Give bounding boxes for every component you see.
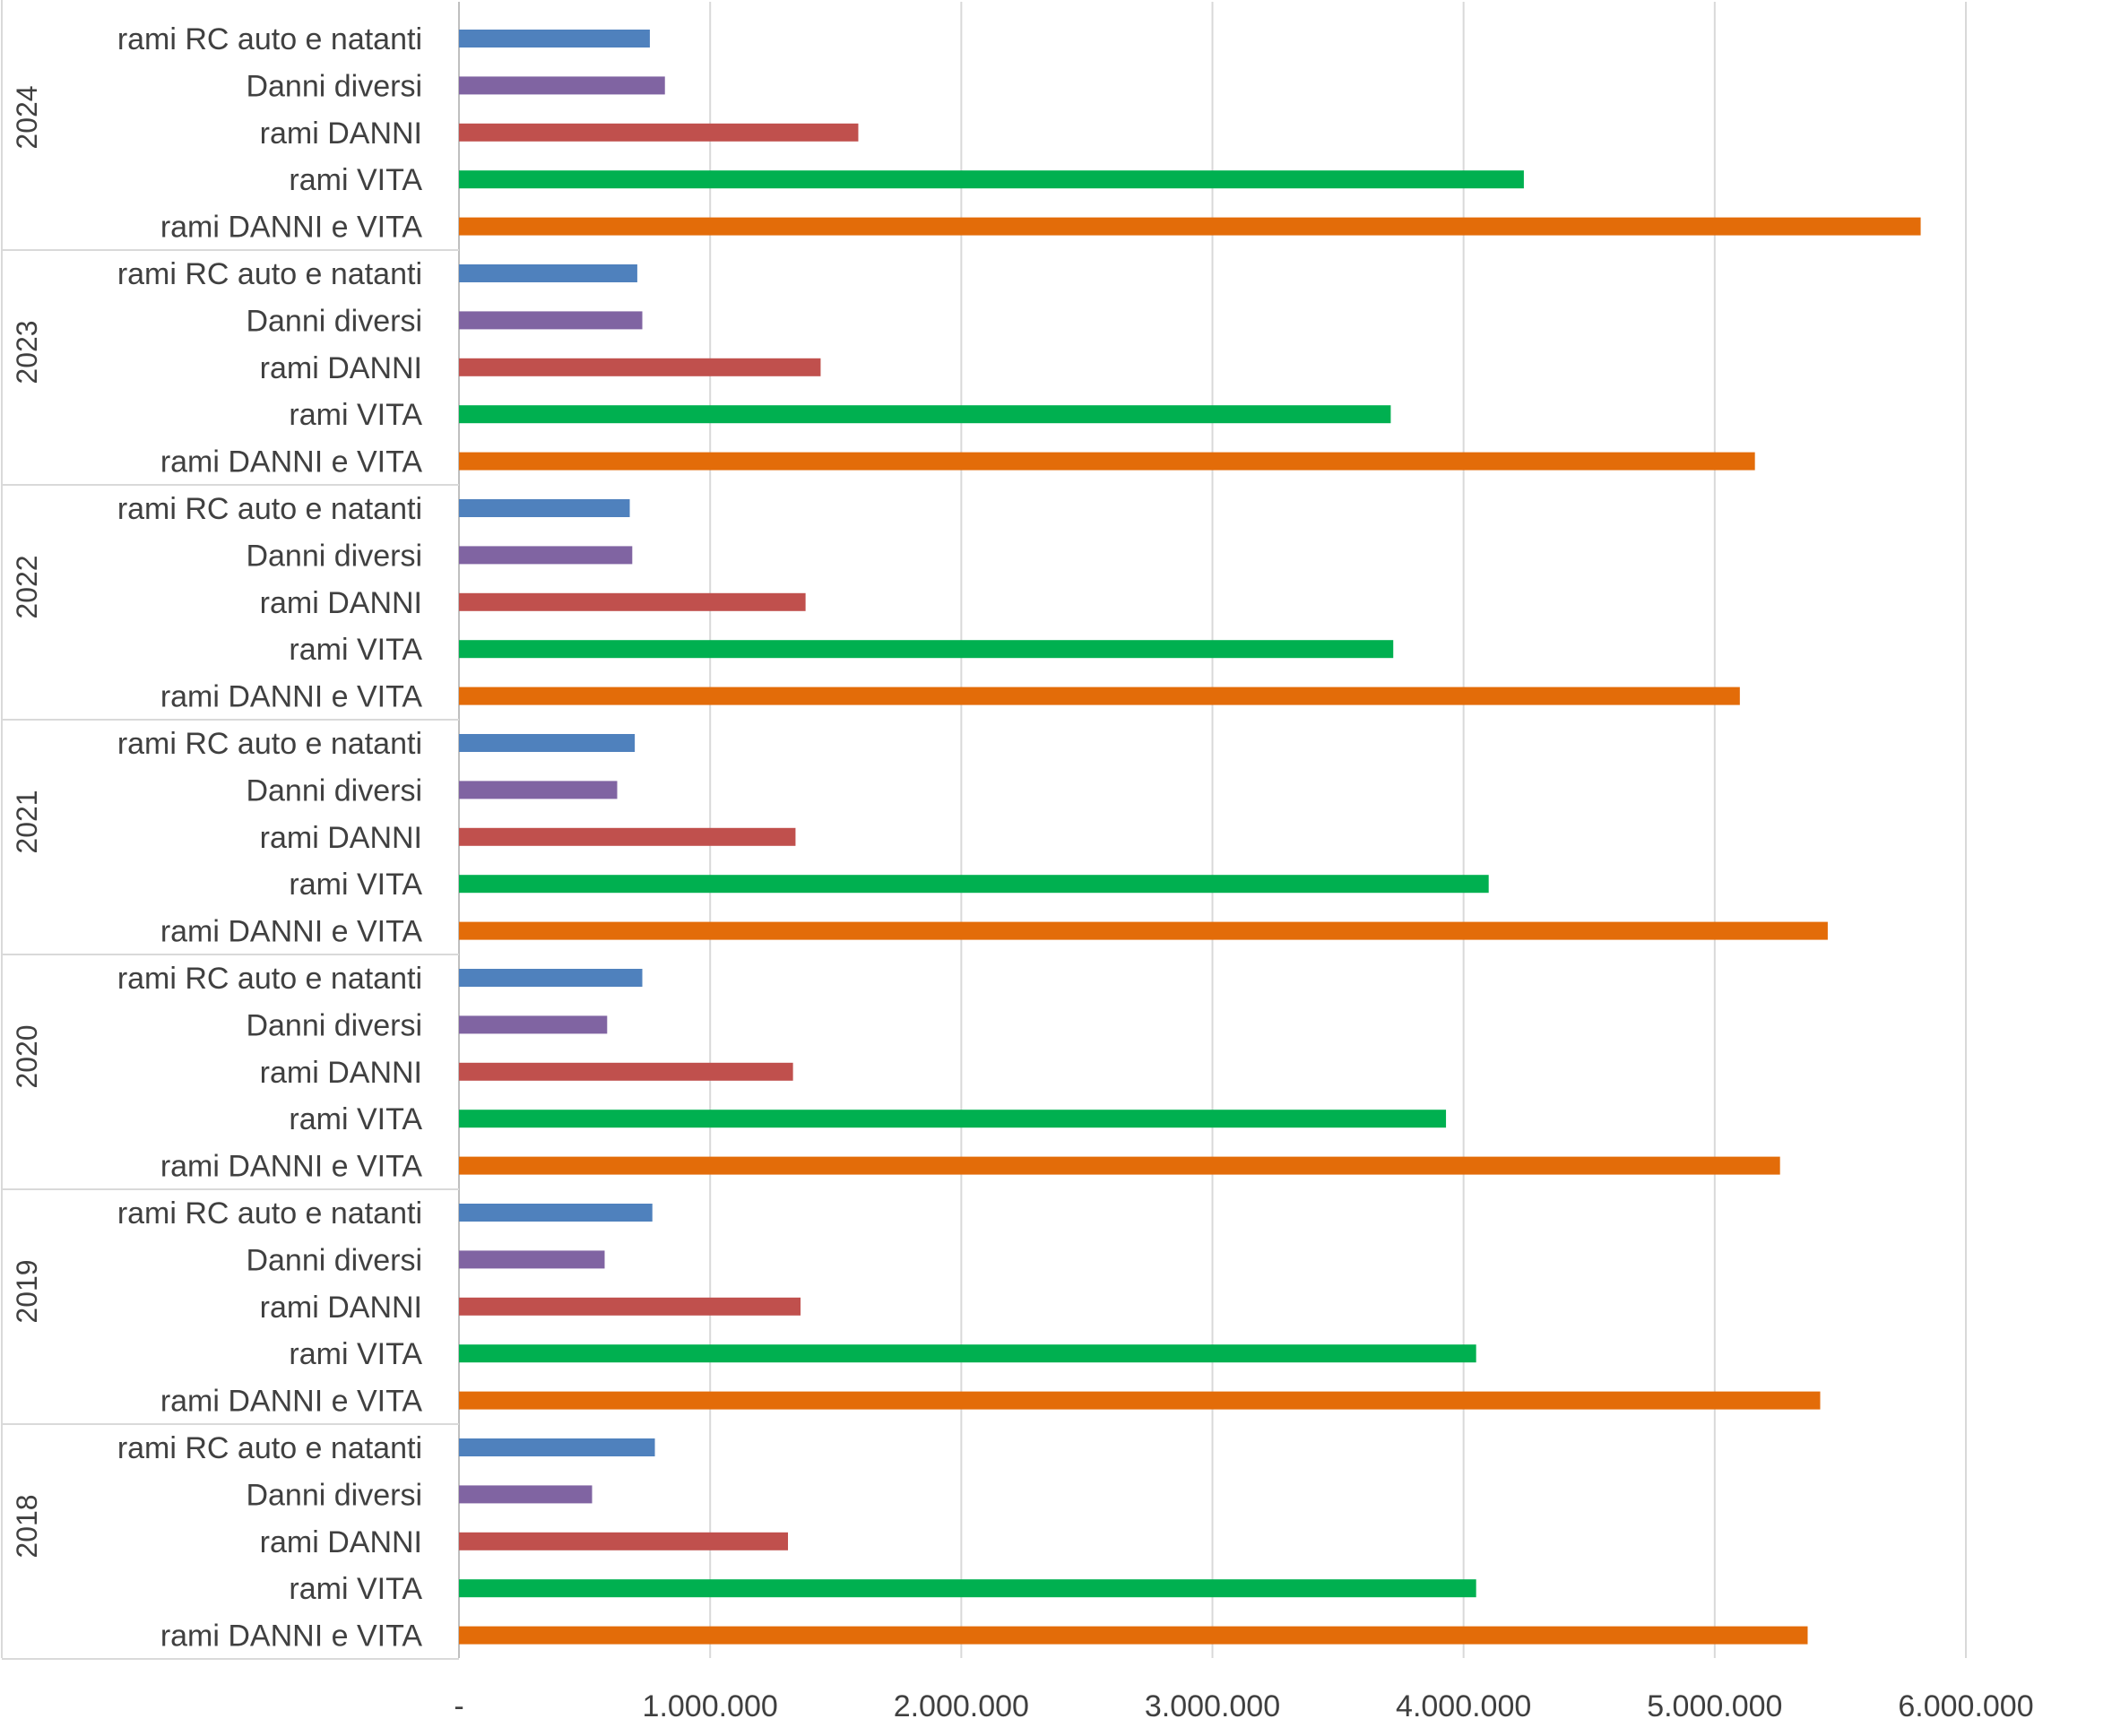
bar-2021-rami-vita — [459, 875, 1489, 894]
category-label-rami-danni-e-vita: rami DANNI e VITA — [160, 1150, 423, 1184]
bar-2018-rami-danni-e-vita — [459, 1626, 1808, 1645]
category-label-rami-vita: rami VITA — [289, 398, 422, 432]
group-label-2020: 2020 — [11, 1024, 43, 1088]
bar-2019-rami-danni-e-vita — [459, 1391, 1821, 1410]
category-label-rami-danni-e-vita: rami DANNI e VITA — [160, 1619, 423, 1654]
category-label-rami-danni: rami DANNI — [260, 1525, 422, 1559]
group-label-2022: 2022 — [11, 555, 43, 618]
category-label-rami-vita: rami VITA — [289, 633, 422, 667]
bar-2019-rami-vita — [459, 1344, 1476, 1363]
category-label-danni-diversi: Danni diversi — [246, 1478, 422, 1512]
group-label-2019: 2019 — [11, 1259, 43, 1323]
bar-2018-danni-diversi — [459, 1485, 593, 1504]
category-label-danni-diversi: Danni diversi — [246, 304, 422, 338]
group-labels: 2024 2023 2022 2021 2020 2019 2018 — [11, 85, 43, 1558]
category-label-rami-rc-auto-e-natanti: rami RC auto e natanti — [117, 492, 422, 526]
category-label-rami-rc-auto-e-natanti: rami RC auto e natanti — [117, 727, 422, 761]
category-label-rami-danni: rami DANNI — [260, 821, 422, 855]
category-label-rami-vita: rami VITA — [289, 163, 422, 197]
bar-2018-rami-rc-auto-e-natanti — [459, 1438, 655, 1456]
bar-2020-danni-diversi — [459, 1015, 608, 1034]
category-label-danni-diversi: Danni diversi — [246, 69, 422, 103]
category-label-rami-vita: rami VITA — [289, 1337, 422, 1371]
category-label-rami-danni: rami DANNI — [260, 351, 422, 385]
bar-2022-rami-vita — [459, 640, 1394, 659]
x-tick-label: 2.000.000 — [894, 1689, 1029, 1723]
bar-2024-rami-vita — [459, 170, 1524, 189]
bar-2024-danni-diversi — [459, 76, 665, 95]
bar-2023-danni-diversi — [459, 311, 643, 330]
category-label-rami-danni-e-vita: rami DANNI e VITA — [160, 680, 423, 714]
category-label-rami-danni-e-vita: rami DANNI e VITA — [160, 915, 423, 949]
category-label-rami-danni-e-vita: rami DANNI e VITA — [160, 1385, 423, 1419]
bar-2023-rami-vita — [459, 405, 1391, 424]
group-label-2018: 2018 — [11, 1494, 43, 1558]
category-label-danni-diversi: Danni diversi — [246, 773, 422, 808]
bar-2020-rami-danni — [459, 1062, 793, 1081]
category-label-rami-danni-e-vita: rami DANNI e VITA — [160, 211, 423, 245]
bar-2022-rami-rc-auto-e-natanti — [459, 499, 630, 517]
tick-labels: - 1.000.000 2.000.000 3.000.000 4.000.000 5.0… — [454, 1689, 2033, 1723]
bar-2019-rami-rc-auto-e-natanti — [459, 1204, 653, 1222]
bar-2022-rami-danni — [459, 592, 806, 611]
bar-2022-danni-diversi — [459, 546, 633, 565]
bar-2021-rami-danni — [459, 827, 796, 846]
bar-2018-rami-vita — [459, 1579, 1476, 1598]
category-label-rami-danni: rami DANNI — [260, 586, 422, 620]
category-labels: rami RC auto e natanti Danni diversi rami … — [117, 22, 422, 1654]
x-tick-label: 4.000.000 — [1396, 1689, 1531, 1723]
category-label-rami-rc-auto-e-natanti: rami RC auto e natanti — [117, 257, 422, 291]
x-tick-label: 6.000.000 — [1898, 1689, 2033, 1723]
category-label-danni-diversi: Danni diversi — [246, 1243, 422, 1277]
group-label-2021: 2021 — [11, 790, 43, 853]
bar-2020-rami-rc-auto-e-natanti — [459, 969, 643, 987]
bar-2021-rami-danni-e-vita — [459, 921, 1828, 940]
bar-2020-rami-vita — [459, 1110, 1447, 1128]
category-label-rami-rc-auto-e-natanti: rami RC auto e natanti — [117, 22, 422, 56]
bar-2022-rami-danni-e-vita — [459, 687, 1740, 705]
bar-2024-rami-danni-e-vita — [459, 217, 1921, 236]
bar-2019-rami-danni — [459, 1297, 801, 1316]
bar-2020-rami-danni-e-vita — [459, 1156, 1780, 1175]
x-tick-label: 3.000.000 — [1145, 1689, 1280, 1723]
category-label-rami-danni: rami DANNI — [260, 117, 422, 151]
category-label-rami-vita: rami VITA — [289, 868, 422, 902]
category-label-danni-diversi: Danni diversi — [246, 539, 422, 573]
x-tick-label: - — [454, 1689, 463, 1723]
bar-2021-rami-rc-auto-e-natanti — [459, 734, 636, 752]
bar-2019-danni-diversi — [459, 1250, 605, 1269]
category-label-rami-danni-e-vita: rami DANNI e VITA — [160, 445, 423, 479]
category-label-rami-rc-auto-e-natanti: rami RC auto e natanti — [117, 1431, 422, 1465]
category-label-rami-vita: rami VITA — [289, 1572, 422, 1606]
bar-2018-rami-danni — [459, 1532, 789, 1550]
x-tick-label: 5.000.000 — [1647, 1689, 1782, 1723]
category-label-rami-danni: rami DANNI — [260, 1056, 422, 1090]
group-dividers — [1, 0, 459, 1660]
category-label-rami-rc-auto-e-natanti: rami RC auto e natanti — [117, 962, 422, 996]
category-label-rami-vita: rami VITA — [289, 1102, 422, 1136]
category-label-rami-rc-auto-e-natanti: rami RC auto e natanti — [117, 1196, 422, 1231]
category-label-rami-danni: rami DANNI — [260, 1291, 422, 1325]
bar-2024-rami-rc-auto-e-natanti — [459, 30, 650, 48]
bar-2023-rami-danni-e-vita — [459, 452, 1755, 471]
group-label-2023: 2023 — [11, 320, 43, 384]
group-label-2024: 2024 — [11, 85, 43, 149]
bar-2021-danni-diversi — [459, 781, 618, 799]
x-tick-label: 1.000.000 — [643, 1689, 778, 1723]
bars — [459, 30, 1921, 1645]
category-label-danni-diversi: Danni diversi — [246, 1008, 422, 1042]
bar-2023-rami-danni — [459, 358, 821, 376]
bar-2024-rami-danni — [459, 123, 859, 142]
bar-2023-rami-rc-auto-e-natanti — [459, 264, 637, 282]
